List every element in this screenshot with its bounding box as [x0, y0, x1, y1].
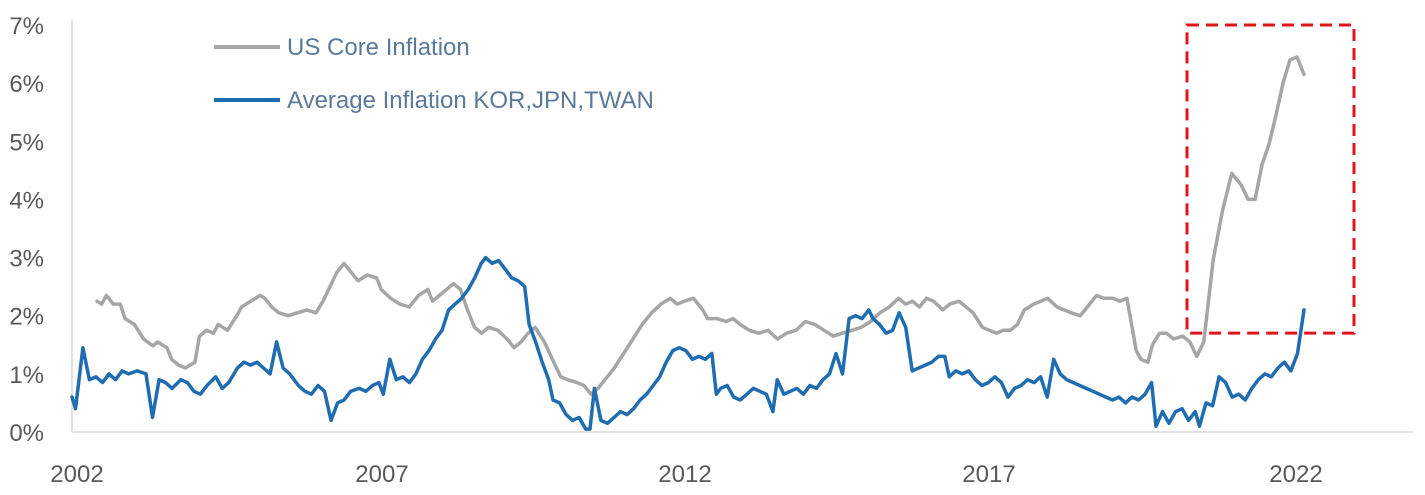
series-line-average-inflation: [70, 255, 1306, 431]
y-tick-label: 7%: [9, 13, 44, 40]
highlight-annotation: [1185, 23, 1356, 335]
y-tick-label: 2%: [9, 304, 44, 331]
y-tick-label: 5%: [9, 129, 44, 156]
chart-series: [70, 55, 1306, 431]
x-tick-label: 2002: [50, 461, 103, 488]
y-tick-label: 1%: [9, 362, 44, 389]
x-tick-label: 2007: [355, 461, 408, 488]
x-tick-label: 2022: [1269, 461, 1322, 488]
y-tick-label: 3%: [9, 246, 44, 273]
chart-axes: [71, 20, 1413, 433]
x-axis-tick-labels: 2002 2007 2012 2017 2022: [50, 461, 1322, 488]
x-tick-label: 2017: [962, 461, 1015, 488]
series-line-us-core-inflation: [95, 55, 1306, 396]
y-tick-label: 6%: [9, 71, 44, 98]
y-tick-label: 4%: [9, 187, 44, 214]
legend-label: US Core Inflation: [287, 34, 470, 61]
x-tick-label: 2012: [658, 461, 711, 488]
y-axis-tick-labels: 0% 1% 2% 3% 4% 5% 6% 7%: [9, 13, 44, 447]
highlight-dashed-box: [1185, 23, 1356, 335]
legend-label: Average Inflation KOR,JPN,TWAN: [287, 87, 654, 114]
chart-legend: US Core Inflation Average Inflation KOR,J…: [214, 34, 654, 114]
y-tick-label: 0%: [9, 420, 44, 447]
